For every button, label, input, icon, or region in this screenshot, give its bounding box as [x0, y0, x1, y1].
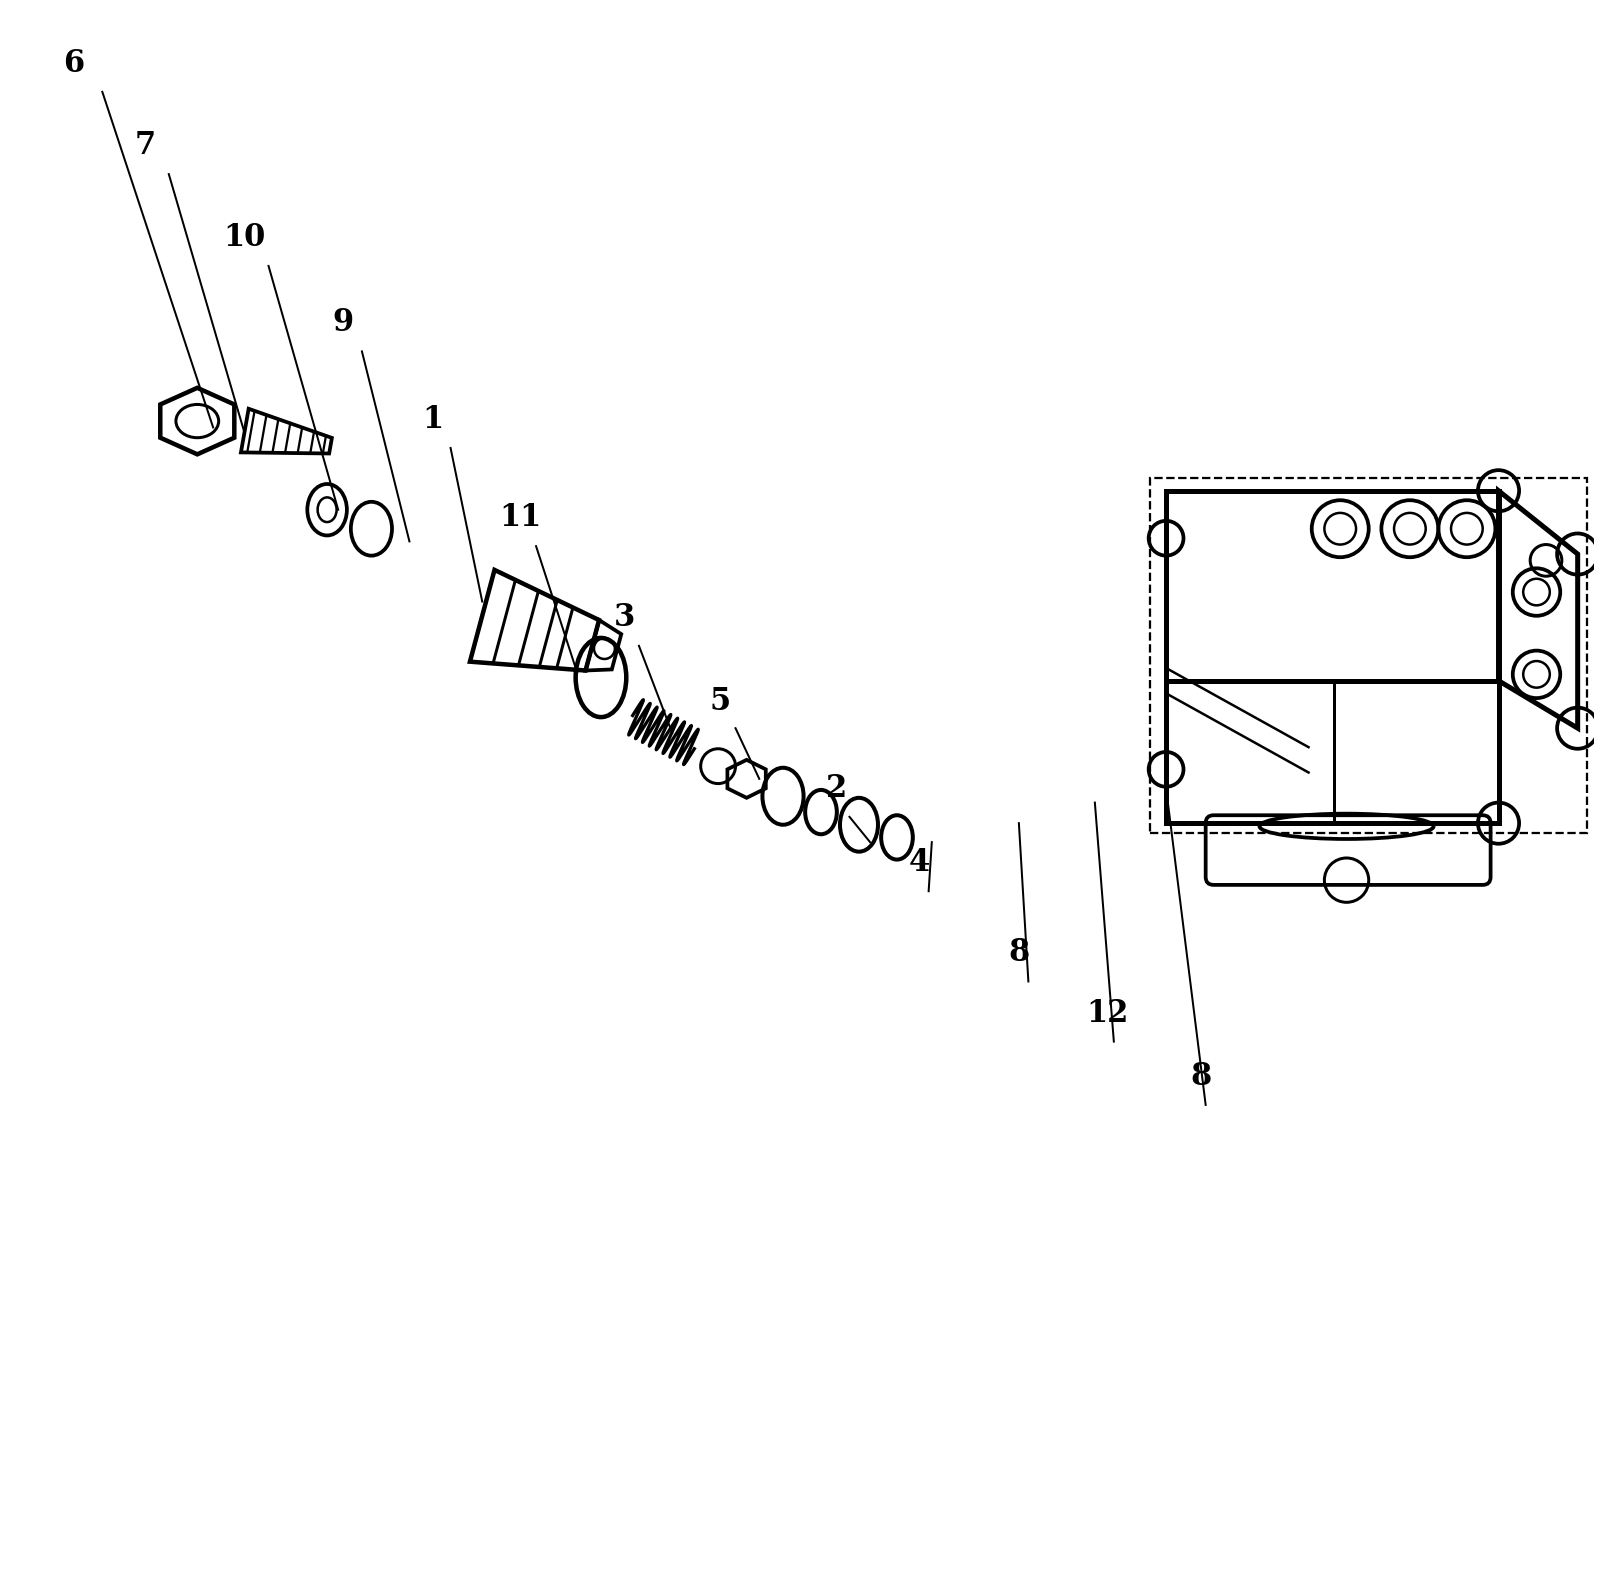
Text: 1: 1 [422, 404, 444, 435]
Text: 8: 8 [1190, 1061, 1211, 1092]
Text: 12: 12 [1086, 997, 1129, 1029]
Text: 6: 6 [63, 47, 85, 79]
Text: 10: 10 [223, 222, 266, 253]
Text: 5: 5 [709, 685, 730, 717]
Text: 11: 11 [499, 502, 542, 533]
Text: 8: 8 [1009, 937, 1030, 969]
Text: 4: 4 [908, 847, 930, 879]
Text: 2: 2 [826, 773, 847, 804]
Text: 3: 3 [614, 602, 635, 633]
Text: 9: 9 [332, 307, 353, 339]
Text: 7: 7 [135, 130, 156, 161]
